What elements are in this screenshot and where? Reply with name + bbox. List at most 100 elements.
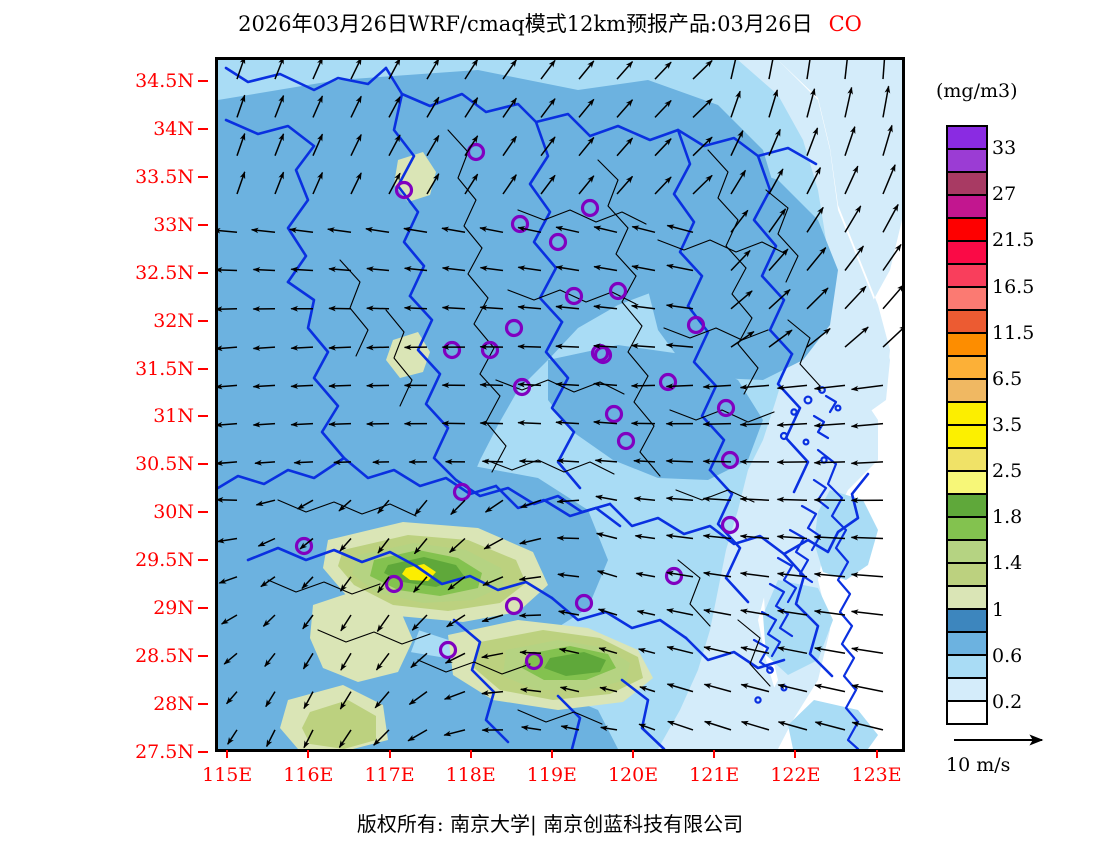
- wind-vector: [739, 384, 770, 390]
- wind-vector: [882, 203, 899, 233]
- latitude-tick-label: 34.5N: [135, 69, 194, 92]
- colorbar-cell: [948, 127, 986, 150]
- wind-vector: [218, 421, 238, 428]
- wind-vector: [768, 89, 779, 118]
- colorbar-cell: [948, 541, 986, 564]
- wind-vector: [441, 305, 466, 311]
- longitude-tick-label: 120E: [607, 764, 659, 786]
- wind-vector: [654, 176, 672, 195]
- wind-vector: [520, 687, 542, 693]
- wind-vector: [274, 171, 285, 195]
- wind-vector: [338, 729, 352, 749]
- wind-vector: [639, 686, 656, 693]
- wind-vector: [517, 265, 542, 272]
- page-title: 2026年03月26日WRF/cmaq模式12km预报产品:03月26日: [238, 12, 813, 36]
- wind-vector: [260, 576, 276, 588]
- wind-vector: [844, 165, 859, 195]
- wind-vector: [312, 171, 324, 195]
- wind-vector: [223, 652, 238, 665]
- wind-vector: [814, 646, 846, 655]
- wind-vector: [450, 499, 466, 516]
- colorbar-cell: [948, 426, 986, 449]
- wind-vector: [411, 614, 428, 631]
- city-marker: [294, 536, 314, 556]
- city-marker: [384, 574, 404, 594]
- wind-vector: [446, 614, 466, 628]
- wind-vector: [730, 130, 744, 157]
- wind-vector: [702, 421, 732, 427]
- wind-vector: [666, 645, 694, 655]
- colorbar-cell: [948, 518, 986, 541]
- colorbar-cell: [948, 150, 986, 173]
- wind-vector: [654, 138, 672, 157]
- wind-vector: [236, 171, 246, 195]
- latitude-tick-mark: [198, 559, 208, 562]
- wind-vector: [703, 720, 732, 731]
- wind-vector: [616, 99, 634, 118]
- wind-vector: [518, 458, 542, 465]
- wind-vector: [388, 96, 401, 118]
- wind-vector: [776, 571, 808, 578]
- city-marker: [442, 340, 462, 360]
- latitude-tick-label: 29N: [153, 597, 194, 620]
- city-marker: [480, 340, 500, 360]
- wind-vector: [388, 172, 401, 195]
- colorbar-swatches: [946, 125, 988, 725]
- wind-vector: [739, 571, 770, 578]
- longitude-tick-label: 119E: [526, 764, 577, 786]
- latitude-axis: 34.5N 34N 33.5N 33N 32.5N 32N 31.5N 31N 30.5N 30N…: [120, 57, 208, 763]
- city-marker: [604, 404, 624, 424]
- wind-vector: [844, 125, 856, 156]
- wind-vector: [350, 60, 362, 80]
- species-label: CO: [828, 12, 862, 36]
- co-concentration-map: [218, 60, 902, 749]
- wind-vector: [739, 533, 770, 540]
- contour-patch-inland-pale2: [386, 332, 430, 378]
- wind-vector: [558, 647, 580, 655]
- wind-vector: [730, 90, 741, 118]
- wind-vector: [666, 263, 694, 272]
- wind-scale-legend: 10 m/s: [946, 728, 1096, 786]
- city-marker: [548, 232, 568, 252]
- wind-vector: [844, 245, 864, 271]
- wind-vector: [776, 608, 808, 616]
- wind-vector: [595, 494, 618, 501]
- wind-vector: [290, 345, 314, 351]
- wind-vector: [806, 206, 824, 233]
- wind-vector: [814, 683, 846, 693]
- wind-vector: [702, 533, 732, 540]
- wind-vector: [813, 384, 846, 391]
- wind-vector: [517, 381, 542, 388]
- wind-vector: [882, 164, 896, 195]
- wind-vector: [350, 172, 362, 195]
- wind-vector: [262, 614, 276, 627]
- wind-vector: [441, 265, 466, 272]
- latitude-tick-label: 31.5N: [135, 357, 194, 380]
- wind-vector: [339, 576, 352, 592]
- city-marker: [512, 377, 532, 397]
- wind-vector: [403, 266, 428, 272]
- map-plot-area: [215, 57, 905, 752]
- wind-vector: [464, 60, 479, 80]
- wind-vector: [312, 95, 324, 118]
- wind-vector: [443, 729, 466, 737]
- city-marker: [686, 315, 706, 335]
- wind-vector: [692, 136, 713, 157]
- wind-vector: [556, 458, 580, 464]
- wind-vector: [813, 534, 846, 541]
- wind-vector: [850, 384, 884, 392]
- wind-vector: [218, 383, 238, 390]
- wind-vector: [667, 720, 694, 731]
- wind-vector-field: [218, 60, 902, 749]
- wind-vector: [666, 224, 694, 234]
- wind-vector: [366, 344, 390, 351]
- wind-vector: [252, 383, 276, 390]
- wind-vector: [540, 60, 556, 80]
- wind-vector: [236, 94, 246, 118]
- wind-vector: [555, 265, 580, 272]
- colorbar-cell: [948, 173, 986, 196]
- wind-vector: [388, 60, 401, 80]
- wind-vector: [768, 168, 784, 195]
- wind-vector: [296, 499, 314, 510]
- wind-vector: [340, 652, 352, 671]
